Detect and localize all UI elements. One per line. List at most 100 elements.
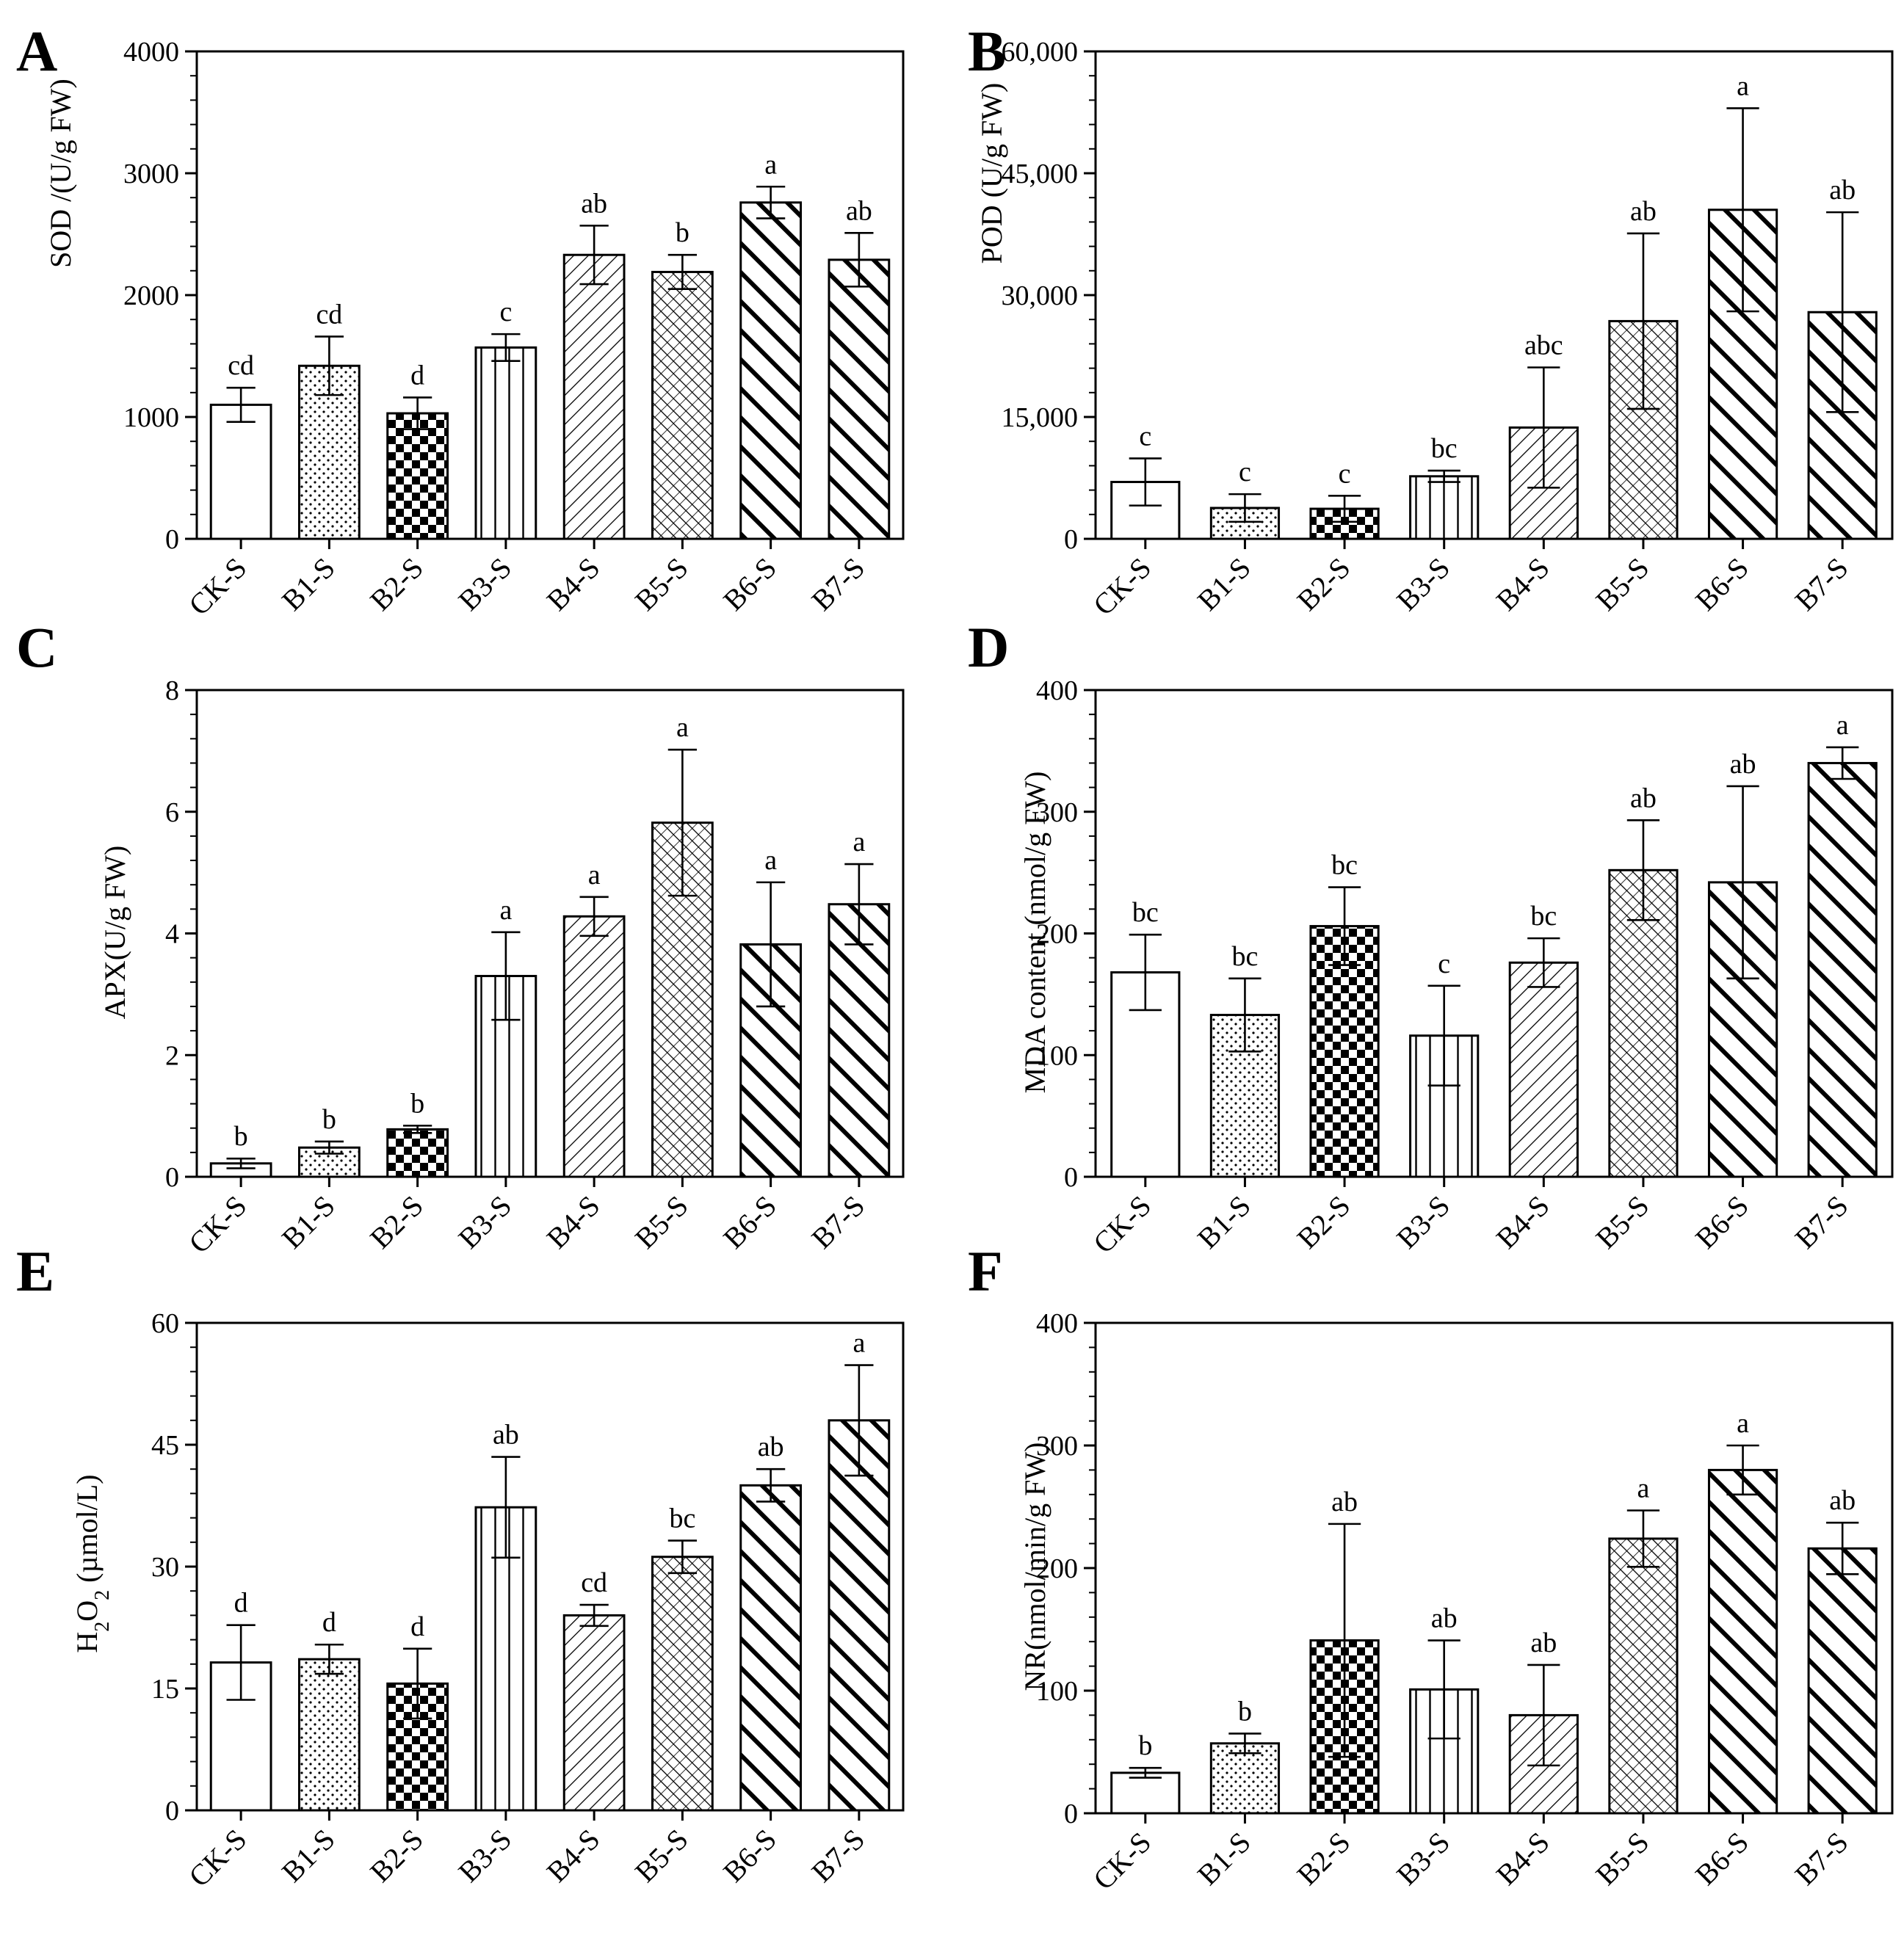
x-category-label: B1-S <box>275 551 341 617</box>
bar-b3-s <box>1409 475 1480 540</box>
panel-b-letter: B <box>968 19 1006 83</box>
panel-b: B POD (U/g FW) 0 15,000 30,000 45,000 60,000… <box>968 19 1894 622</box>
x-category-label: B7-S <box>1789 551 1855 617</box>
x-category-label: B3-S <box>452 1823 518 1889</box>
y-tick-label: 6 <box>165 797 179 828</box>
panel-d-y-axis-title: MDA content (nmol/g FW) <box>1018 772 1051 1094</box>
y-tick-label: 200 <box>1036 919 1078 950</box>
x-category-label: B2-S <box>1290 1826 1356 1892</box>
panel-c: C APX(U/g FW) 0 2 4 6 8 b CK-S b B1-S b B2-S a B3-S a… <box>16 615 905 1260</box>
significance-label: b <box>1138 1730 1152 1761</box>
y-tick-label: 300 <box>1036 797 1078 828</box>
x-category-label: B5-S <box>1589 1826 1655 1892</box>
panel-d: D MDA content (nmol/g FW) 0 100 200 300 400 b… <box>968 615 1894 1260</box>
significance-label: ab <box>1630 196 1657 227</box>
significance-label: ab <box>1331 1487 1358 1517</box>
y-tick-label: 15,000 <box>1002 402 1079 433</box>
x-category-label: CK-S <box>1087 1826 1157 1896</box>
x-category-label: B7-S <box>1789 1826 1855 1892</box>
panel-a: A SOD /(U/g FW) 01000200030004000cdCK-Sc… <box>16 19 905 622</box>
x-category-label: B1-S <box>1191 1826 1257 1892</box>
x-category-label: B3-S <box>1390 1826 1456 1892</box>
significance-label: a <box>1737 1408 1749 1439</box>
x-category-label: B7-S <box>805 1823 871 1889</box>
significance-label: ab <box>1730 749 1756 780</box>
panel-e: E H2O2 (µmol/L) 015304560dCK-SdB1-SdB2-S… <box>16 1239 905 1893</box>
y-tick-label: 60 <box>151 1308 179 1339</box>
x-category-label: B1-S <box>275 1823 341 1889</box>
bar-b7-s <box>828 903 891 1178</box>
significance-label: ab <box>758 1432 784 1462</box>
significance-label: ab <box>581 188 607 219</box>
x-category-label: B4-S <box>540 1189 607 1255</box>
significance-label: c <box>1339 458 1351 489</box>
bar-b7-s <box>1807 1547 1878 1815</box>
significance-label: b <box>676 217 689 248</box>
y-tick-label: 60,000 <box>1002 37 1079 68</box>
significance-label: ab <box>1829 1485 1856 1516</box>
h2o2-sub-2a: 2 <box>91 1622 114 1632</box>
x-category-label: B4-S <box>540 551 607 617</box>
significance-label: bc <box>1232 941 1259 972</box>
y-tick-label: 15 <box>151 1674 179 1705</box>
x-category-label: CK-S <box>182 1189 253 1260</box>
significance-label: a <box>499 895 512 926</box>
bar-b6-s <box>1707 1468 1778 1815</box>
x-category-label: CK-S <box>1087 551 1157 622</box>
x-category-label: B5-S <box>1589 551 1655 617</box>
bar-b4-s <box>562 1614 626 1812</box>
y-tick-label: 0 <box>165 524 179 555</box>
x-category-label: B3-S <box>452 551 518 617</box>
significance-label: c <box>1139 421 1151 451</box>
significance-label: b <box>322 1104 336 1135</box>
significance-label: a <box>853 827 865 857</box>
x-category-label: B3-S <box>1390 1189 1456 1255</box>
bar-b5-s <box>1608 1537 1679 1815</box>
bar-b5-s <box>651 1556 714 1812</box>
y-tick-label: 200 <box>1036 1553 1078 1584</box>
y-tick-label: 30 <box>151 1552 179 1583</box>
panel-c-y-axis-title: APX(U/g FW) <box>98 846 131 1020</box>
panel-f: F NR(nmol/min/g FW) 0 100 200 300 400 b CK-S b B… <box>968 1239 1894 1896</box>
y-tick-label: 1000 <box>123 402 179 433</box>
y-tick-label: 4 <box>165 919 179 950</box>
significance-label: bc <box>1331 850 1358 881</box>
y-tick-label: 30,000 <box>1002 280 1079 311</box>
significance-label: cd <box>316 299 342 330</box>
x-category-label: B5-S <box>629 1189 695 1255</box>
x-category-label: B1-S <box>275 1189 341 1255</box>
panel-c-letter: C <box>16 615 57 679</box>
y-tick-label: 0 <box>1064 1162 1078 1193</box>
bar-ck-s <box>209 403 272 540</box>
significance-label: a <box>764 845 777 876</box>
significance-label: bc <box>1530 901 1557 932</box>
significance-label: d <box>410 360 424 391</box>
y-tick-label: 0 <box>1064 524 1078 555</box>
x-category-label: B5-S <box>1589 1189 1655 1255</box>
h2o2-unit: (µmol/L) <box>70 1474 104 1589</box>
significance-label: a <box>853 1328 865 1359</box>
x-category-label: B2-S <box>363 551 430 617</box>
significance-label: cd <box>581 1567 607 1598</box>
significance-label: c <box>1438 948 1450 979</box>
y-tick-label: 45 <box>151 1430 179 1461</box>
y-tick-label: 300 <box>1036 1431 1078 1462</box>
x-category-label: B1-S <box>1191 1189 1257 1255</box>
significance-label: b <box>234 1121 248 1152</box>
bar-b4-s <box>562 915 626 1178</box>
y-tick-label: 100 <box>1036 1040 1078 1071</box>
bar-b7-s <box>828 258 891 540</box>
panel-b-y-axis-title: POD (U/g FW) <box>975 83 1008 264</box>
significance-label: d <box>234 1588 248 1619</box>
x-category-label: B6-S <box>1689 551 1755 617</box>
bar-b1-s <box>1209 1742 1281 1815</box>
panel-f-letter: F <box>968 1239 1003 1303</box>
y-tick-label: 45,000 <box>1002 159 1079 189</box>
h2o2-h: H <box>70 1632 104 1653</box>
bar-ck-s <box>1110 1771 1181 1815</box>
h2o2-o: O <box>70 1600 104 1622</box>
x-category-label: B5-S <box>629 1823 695 1889</box>
x-category-label: B5-S <box>629 551 695 617</box>
x-category-label: B4-S <box>1490 1826 1556 1892</box>
